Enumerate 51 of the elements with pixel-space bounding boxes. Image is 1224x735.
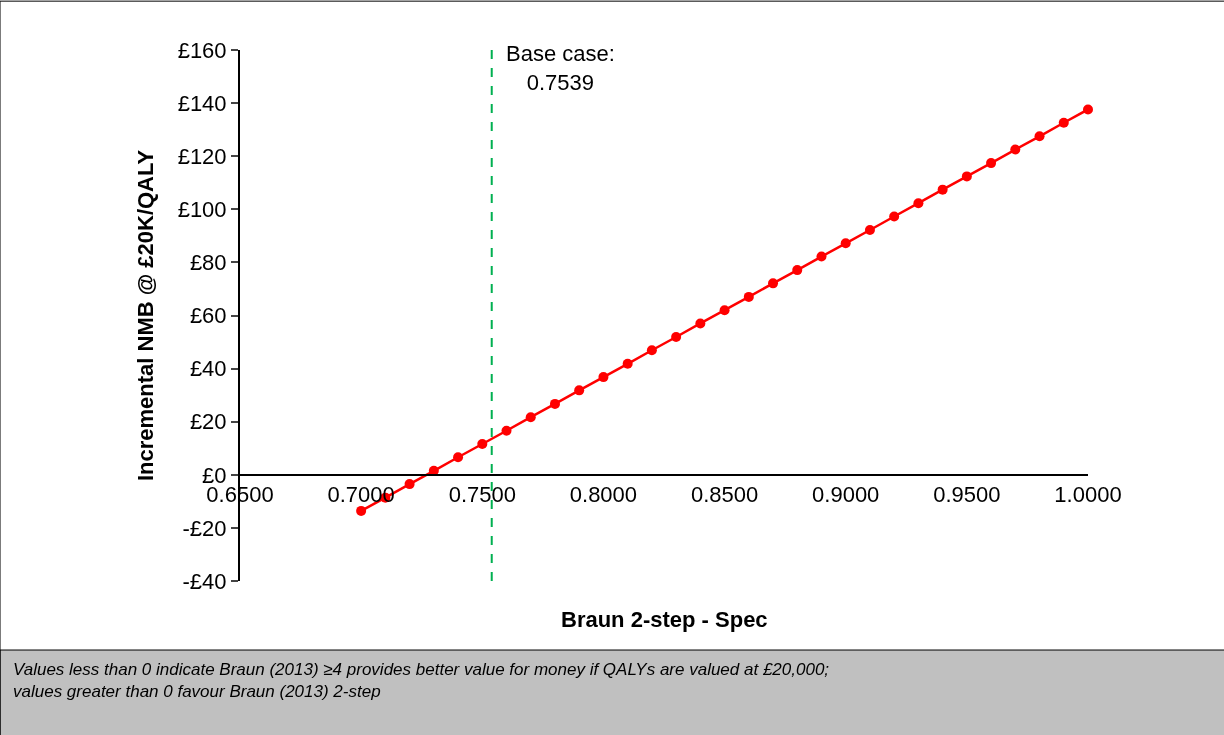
point: [816, 251, 827, 262]
y-tick-label: £80: [189, 250, 227, 276]
point: [404, 479, 415, 490]
point: [864, 225, 875, 236]
point: [1058, 117, 1069, 128]
y-tick-label: -£40: [182, 568, 227, 594]
point: [1010, 144, 1021, 155]
x-tick-label: 0.9500: [933, 482, 1001, 508]
point: [477, 439, 488, 449]
point: [646, 345, 657, 356]
point: [598, 372, 609, 383]
point: [622, 358, 633, 369]
point: [937, 184, 948, 195]
point: [840, 238, 851, 249]
x-tick-label: 0.9000: [812, 482, 880, 508]
point: [768, 278, 779, 289]
y-tick-label: £160: [177, 37, 227, 63]
y-tick-label: £60: [189, 303, 227, 329]
x-tick-label: 0.8000: [569, 482, 638, 508]
point: [961, 171, 972, 182]
y-tick-label: £0: [202, 462, 227, 488]
y-tick-label: £140: [177, 90, 227, 116]
y-tick-label: £20: [189, 409, 227, 435]
point: [501, 425, 512, 436]
point: [1034, 131, 1045, 142]
y-tick-label: £120: [177, 143, 227, 169]
text: Values less than 0 indicate Braun (2013) ≥4 provides better value for money if QALYs are valued at £20,000; values greater than 0 favour Braun (2013) 2-step: [13, 660, 830, 702]
y-tick-label: -£20: [182, 515, 227, 541]
point: [453, 452, 464, 463]
ref-line-label: Base case: 0.7539: [506, 41, 615, 95]
point: [549, 398, 560, 409]
point: [671, 332, 682, 343]
y-axis-title: Incremental NMB @ £20K/QALY: [132, 149, 158, 482]
x-tick-label: 0.7000: [327, 482, 395, 508]
point: [743, 291, 754, 302]
point: [889, 211, 900, 222]
point: [525, 412, 536, 423]
point: [719, 305, 730, 316]
y-tick-label: £100: [177, 197, 227, 222]
point: [695, 318, 706, 329]
y-tick-label: £40: [189, 356, 227, 382]
point: [574, 385, 585, 396]
x-tick-label: 0.7500: [448, 482, 516, 508]
x-tick-label: 1.0000: [1054, 482, 1122, 508]
point: [356, 505, 367, 516]
point: [1083, 104, 1093, 115]
point: [986, 158, 997, 169]
x-tick-label: 0.8500: [690, 482, 759, 508]
point: [913, 198, 924, 209]
x-axis-title: Braun 2-step - Spec: [561, 607, 768, 632]
point: [792, 265, 803, 276]
